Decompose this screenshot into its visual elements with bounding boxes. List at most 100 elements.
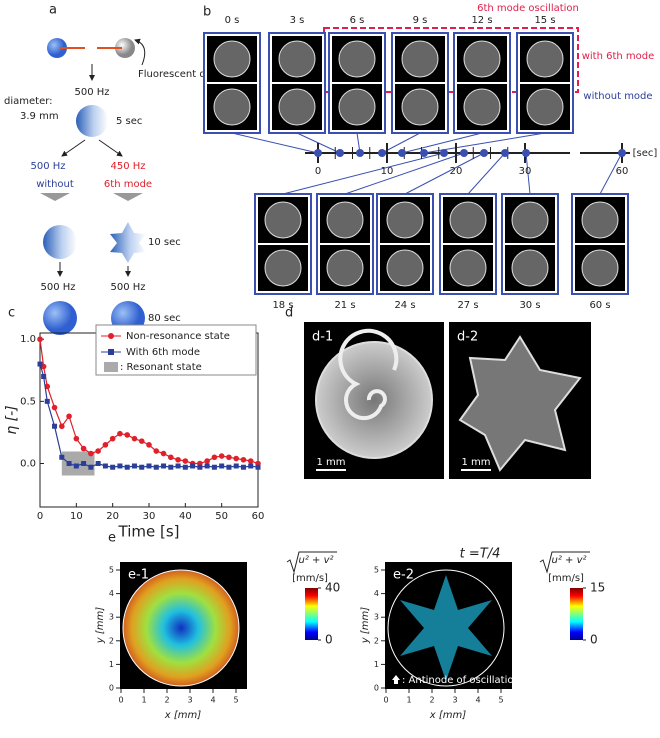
triangle [40, 193, 70, 201]
boundary [387, 569, 505, 687]
text: 5 sec [116, 116, 142, 127]
text: 500 Hz [110, 282, 145, 293]
marker [66, 461, 72, 466]
marker [153, 448, 160, 454]
droplet [463, 88, 501, 126]
panel-label: d [285, 306, 293, 321]
time-label: 21 s [334, 300, 355, 311]
text: u² + v² [298, 555, 333, 566]
y-tick-label: 5 [374, 566, 379, 575]
marker [88, 464, 94, 470]
x-tick-label: 10 [70, 511, 83, 522]
y-tick-label: 1 [374, 660, 379, 669]
marker [44, 398, 50, 404]
arrow [61, 139, 86, 157]
velocity-field [400, 575, 492, 681]
scale-label: 1 mm [461, 457, 490, 468]
marker [51, 404, 58, 411]
antinode-icon [392, 675, 400, 684]
text: 80 sec [148, 313, 181, 324]
time-dot [420, 149, 428, 157]
marker [175, 456, 181, 463]
x-tick-label: 3 [452, 696, 457, 705]
y-axis-label: y [mm] [95, 607, 106, 644]
text: 10 sec [148, 237, 181, 248]
marker [255, 464, 261, 470]
colorbar-label: 0 [325, 633, 333, 647]
droplet [338, 88, 376, 126]
time-label: 3 s [290, 15, 305, 26]
marker [226, 464, 232, 470]
time-label: 12 s [471, 15, 492, 26]
panel-d: d d-1 1 mm d-2 1 mm [285, 306, 591, 479]
text: : Antinode of oscillation [402, 675, 520, 686]
y-tick-label: 2 [109, 636, 114, 645]
legend-marker [108, 349, 114, 355]
time-dot [336, 149, 344, 157]
velocity-field [122, 569, 240, 687]
connector [525, 152, 531, 195]
marker [153, 464, 159, 470]
x-tick-label: 2 [429, 696, 434, 705]
x-tick-label: 50 [215, 511, 228, 522]
droplet [386, 249, 424, 287]
time-label: 24 s [394, 300, 415, 311]
sphere [43, 301, 77, 335]
marker [233, 455, 239, 462]
x-axis-label: Time [s] [118, 523, 180, 541]
colorbar [305, 588, 318, 640]
text: Fluorescent dye [138, 69, 218, 80]
marker [240, 456, 247, 463]
marker [182, 464, 188, 470]
droplet [326, 249, 364, 287]
connector [344, 152, 465, 195]
connector [599, 152, 623, 195]
droplet [401, 88, 439, 126]
legend-label: With 6th mode [126, 347, 200, 358]
x-tick-label: 40 [179, 511, 192, 522]
y-tick-label: 1 [109, 660, 114, 669]
triangle [113, 193, 143, 201]
y-tick-label: 0.0 [20, 459, 36, 470]
droplet [526, 40, 564, 78]
y-tick-label: 5 [109, 566, 114, 575]
marker [66, 413, 72, 420]
droplet [511, 249, 549, 287]
marker [117, 463, 123, 469]
droplet [338, 40, 376, 78]
time-label: 18 s [272, 300, 293, 311]
connector [401, 132, 483, 154]
marker [160, 450, 167, 457]
droplet [278, 40, 316, 78]
text: [sec] [633, 148, 658, 159]
x-tick-label: 1 [406, 696, 411, 705]
panel-c: c 0 10 20 30 40 50 60 0.0 0.5 1.0 Time [s] η [-] Non-… [4, 306, 264, 541]
marker [211, 454, 218, 461]
image-label: e-1 [128, 568, 149, 583]
marker [73, 435, 80, 442]
marker [240, 464, 246, 470]
marker [219, 463, 225, 469]
droplet [326, 201, 364, 239]
x-tick-label: 0 [37, 511, 43, 522]
text: without mode [583, 91, 652, 102]
axis-break [570, 145, 580, 161]
marker [248, 463, 254, 469]
marker [59, 454, 65, 460]
time-dot [314, 149, 322, 157]
y-axis-label: y [mm] [360, 607, 371, 644]
text: u² + v² [551, 555, 586, 566]
legend-patch [104, 362, 118, 372]
colorbar-label: 0 [590, 633, 598, 647]
time-label: 9 s [413, 15, 428, 26]
time-dot [618, 149, 626, 157]
time-label: 30 s [519, 300, 540, 311]
marker [102, 463, 108, 469]
droplet [213, 40, 251, 78]
marker [168, 464, 174, 470]
y-tick-label: 4 [109, 589, 114, 598]
time-dot [501, 149, 509, 157]
text: with 6th mode [582, 51, 655, 62]
marker [139, 464, 145, 470]
